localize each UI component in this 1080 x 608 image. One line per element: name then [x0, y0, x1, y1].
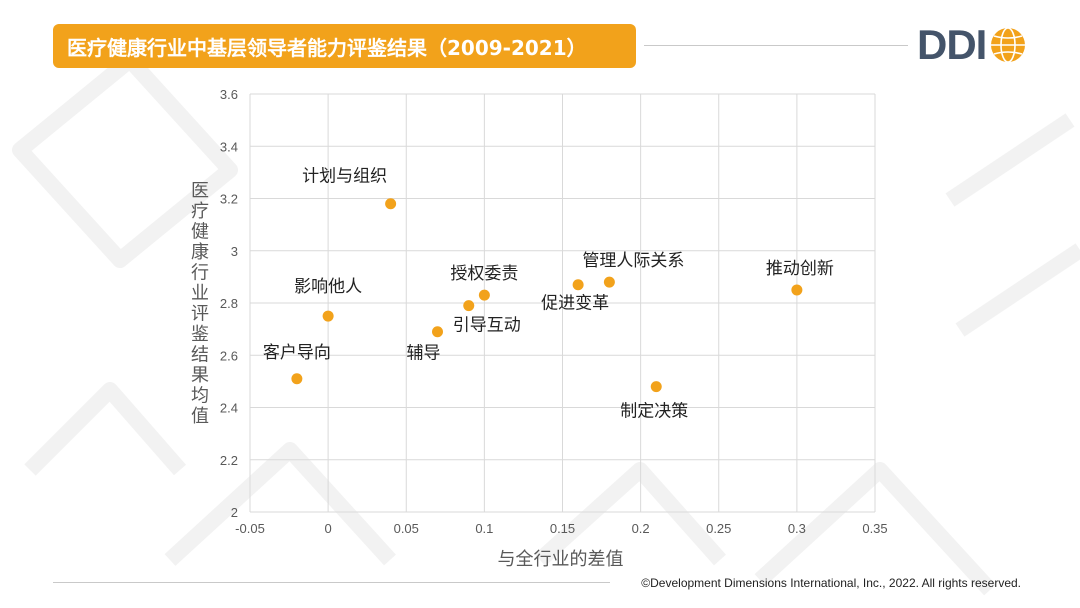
- data-point: [463, 300, 475, 312]
- data-point-label: 制定决策: [620, 402, 688, 422]
- y-tick-label: 3.2: [220, 192, 238, 207]
- data-point-label: 引导互动: [453, 316, 521, 336]
- data-point-label: 影响他人: [294, 277, 362, 297]
- data-point: [791, 284, 803, 296]
- data-point: [322, 310, 334, 322]
- data-point-label: 客户导向: [263, 343, 331, 363]
- y-tick-label: 3.4: [220, 139, 238, 154]
- globe-icon: [991, 27, 1026, 63]
- data-point: [291, 373, 303, 385]
- x-tick-label: 0.1: [475, 521, 493, 536]
- x-tick-label: 0.15: [550, 521, 575, 536]
- data-point-label: 促进变革: [541, 294, 609, 314]
- x-tick-label: 0.25: [706, 521, 731, 536]
- data-point: [385, 198, 397, 210]
- title-divider: [644, 45, 908, 46]
- page-title: 医疗健康行业中基层领导者能力评鉴结果（2009-2021）: [67, 35, 587, 60]
- x-tick-label: -0.05: [235, 521, 265, 536]
- logo-text: DDI: [917, 21, 987, 68]
- data-point: [603, 276, 615, 288]
- y-tick-label: 2: [231, 505, 238, 520]
- y-tick-label: 2.8: [220, 296, 238, 311]
- x-tick-label: 0.35: [862, 521, 887, 536]
- ddi-logo: DDI: [917, 24, 1027, 66]
- data-point: [572, 279, 584, 291]
- y-tick-label: 2.6: [220, 348, 238, 363]
- y-tick-label: 3.6: [220, 87, 238, 102]
- x-axis-title: 与全行业的差值: [498, 549, 624, 570]
- x-tick-label: 0.2: [632, 521, 650, 536]
- copyright-notice: ©Development Dimensions International, I…: [641, 576, 1021, 590]
- title-banner: 医疗健康行业中基层领导者能力评鉴结果（2009-2021）: [53, 24, 636, 68]
- x-tick-label: 0.05: [394, 521, 419, 536]
- data-point-label: 授权委责: [450, 264, 518, 284]
- data-point: [478, 289, 490, 301]
- data-point-label: 计划与组织: [302, 167, 387, 187]
- x-tick-label: 0.3: [788, 521, 806, 536]
- y-axis-title: 医疗健康行业评鉴结果均值: [191, 180, 209, 427]
- y-tick-label: 2.4: [220, 401, 238, 416]
- data-point: [650, 381, 662, 393]
- data-point-label: 辅导: [407, 344, 441, 364]
- data-point-label: 管理人际关系: [582, 251, 684, 271]
- x-tick-label: 0: [325, 521, 332, 536]
- footer-divider: [53, 582, 610, 583]
- y-tick-label: 3: [231, 244, 238, 259]
- data-point-label: 推动创新: [766, 259, 834, 279]
- y-tick-label: 2.2: [220, 453, 238, 468]
- data-point: [432, 326, 443, 338]
